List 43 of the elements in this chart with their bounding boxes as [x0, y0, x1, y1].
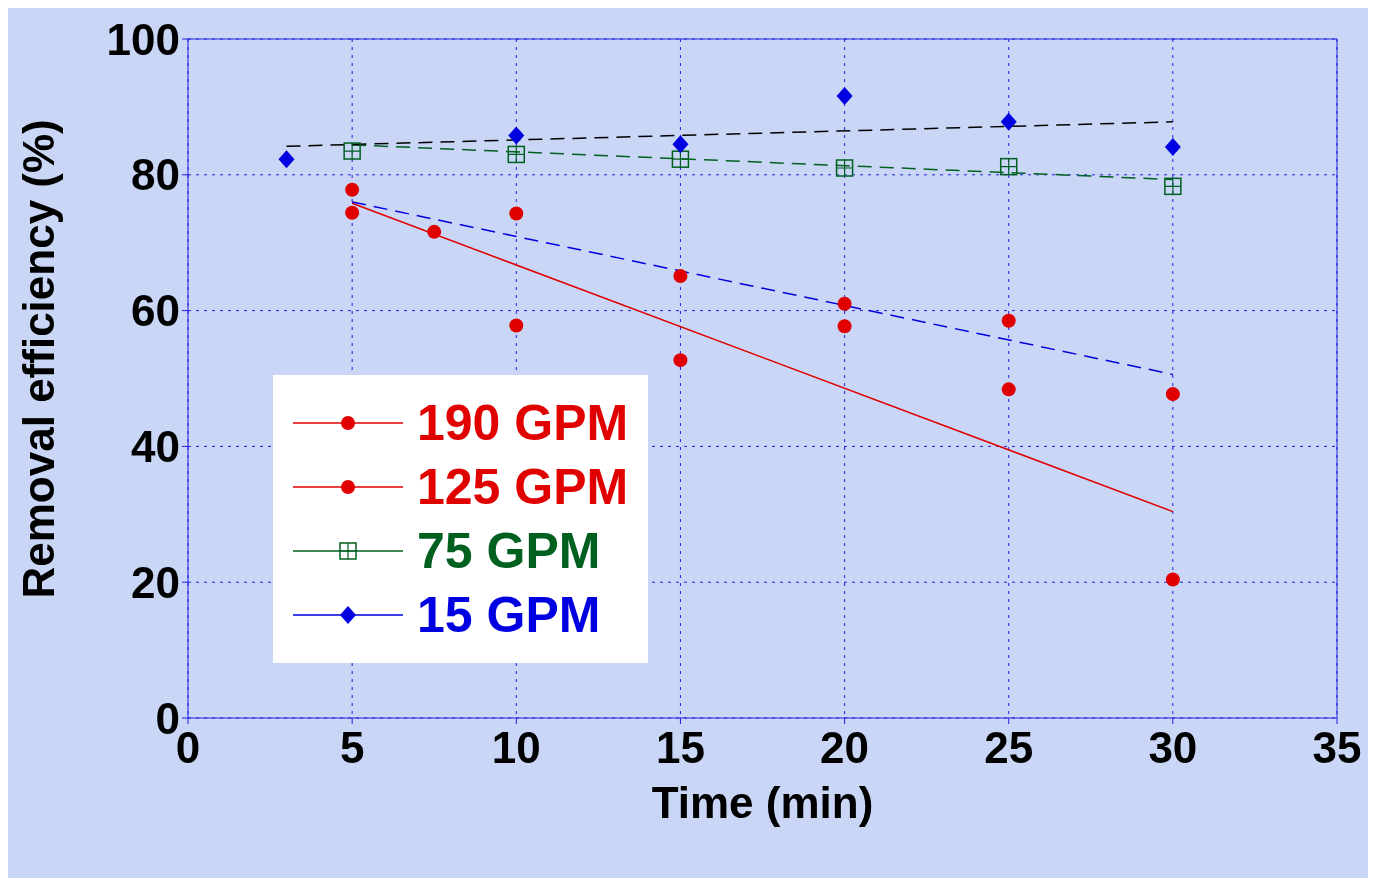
point	[672, 135, 689, 154]
x-tick-label: 25	[984, 723, 1034, 773]
y-tick-label: 80	[131, 150, 180, 200]
point	[509, 206, 524, 221]
y-tick-label: 60	[131, 286, 180, 336]
legend-label: 15 GPM	[417, 586, 601, 644]
point	[1164, 137, 1181, 156]
point	[509, 318, 524, 333]
point	[673, 353, 688, 368]
x-tick-label: 10	[491, 723, 541, 773]
x-tick-label: 5	[339, 723, 365, 773]
point	[507, 145, 526, 164]
y-axis-title: Removal efficiency (%)	[13, 119, 63, 599]
point	[508, 126, 525, 145]
point	[1165, 572, 1180, 587]
point	[278, 150, 295, 169]
legend-label: 125 GPM	[417, 458, 629, 516]
x-tick-label: 20	[820, 723, 870, 773]
point	[671, 150, 690, 168]
point	[345, 205, 360, 220]
point	[835, 159, 854, 177]
legend-label: 190 GPM	[417, 394, 629, 452]
y-tick-label: 100	[106, 14, 180, 64]
point	[1001, 313, 1016, 328]
point	[1164, 177, 1182, 196]
point	[836, 87, 853, 106]
point	[343, 142, 361, 160]
x-axis-title: Time (min)	[651, 778, 874, 827]
point	[837, 319, 852, 334]
point	[999, 157, 1018, 176]
point	[673, 268, 688, 283]
y-tick-label: 20	[131, 557, 180, 607]
x-tick-label: 15	[655, 723, 705, 773]
y-tick-label: 40	[131, 422, 180, 472]
point	[427, 224, 442, 239]
point	[1000, 112, 1017, 131]
x-tick-label: 30	[1148, 723, 1198, 773]
point	[1001, 382, 1016, 397]
point	[1165, 387, 1180, 402]
x-tick-label: 35	[1312, 723, 1362, 773]
legend-label: 75 GPM	[417, 522, 601, 580]
point	[837, 296, 852, 311]
point	[345, 182, 360, 197]
